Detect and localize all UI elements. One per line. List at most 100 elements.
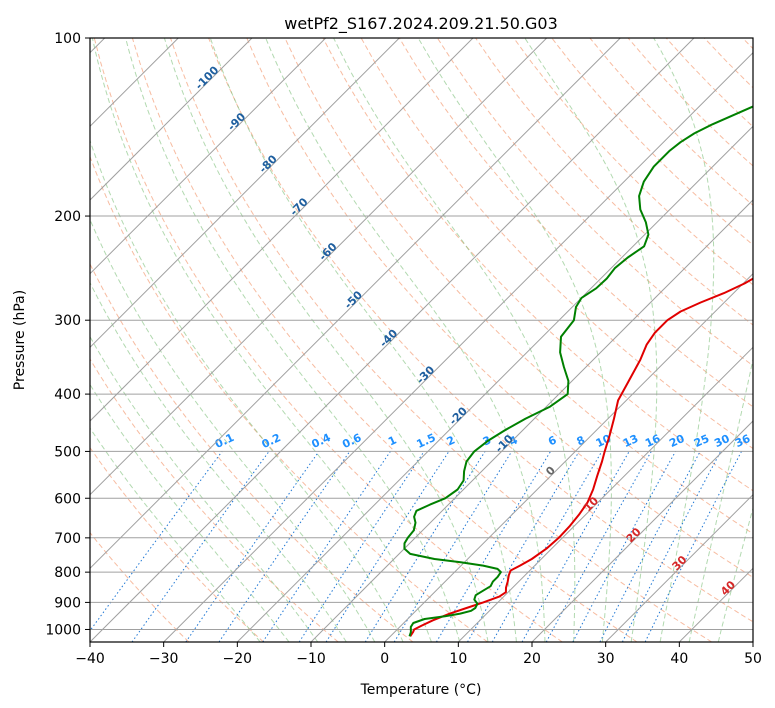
moist-adiabat bbox=[688, 356, 753, 642]
moist-adiabat bbox=[90, 281, 347, 642]
mixing-ratio-line bbox=[218, 451, 351, 642]
mixing-ratio-label: 16 bbox=[643, 432, 663, 450]
isotherm bbox=[90, 38, 621, 570]
mixing-ratio-label: 1 bbox=[386, 434, 398, 449]
mixing-ratio-label: 0.4 bbox=[310, 431, 333, 451]
moist-adiabats bbox=[90, 38, 753, 642]
mixing-ratio-line bbox=[393, 451, 513, 642]
dry-adiabat bbox=[322, 38, 753, 492]
mixing-ratio-line bbox=[185, 451, 320, 642]
x-tick-label: −20 bbox=[223, 651, 253, 667]
mixing-ratio-label: 30 bbox=[712, 432, 732, 450]
x-tick-label: 30 bbox=[597, 651, 615, 667]
y-tick-label: 100 bbox=[54, 31, 81, 47]
x-tick-label: −30 bbox=[149, 651, 179, 667]
moist-adiabat bbox=[417, 38, 612, 642]
mixing-ratio-label: 0.2 bbox=[260, 431, 283, 451]
mixing-ratio-line bbox=[545, 451, 652, 642]
x-tick-label: 50 bbox=[744, 651, 762, 667]
moist-adiabat bbox=[163, 38, 489, 642]
moist-adiabat bbox=[717, 506, 753, 642]
dry-adiabat bbox=[90, 531, 190, 642]
isotherm bbox=[236, 125, 753, 642]
dry-adiabat bbox=[90, 358, 339, 642]
mixing-ratio-label: 20 bbox=[667, 432, 687, 450]
isotherm bbox=[457, 346, 753, 642]
isotherm-label: 30 bbox=[670, 553, 690, 573]
mixing-ratio-label: 2 bbox=[445, 434, 457, 449]
y-tick-label: 800 bbox=[54, 565, 81, 581]
isotherm-label: 20 bbox=[624, 525, 644, 545]
isotherm-label: -70 bbox=[287, 195, 310, 218]
moist-adiabat bbox=[524, 38, 658, 642]
dry-adiabat bbox=[513, 38, 753, 286]
mixing-ratio-line bbox=[644, 451, 742, 642]
plot-frame bbox=[89, 37, 754, 643]
mixing-ratio-line bbox=[325, 451, 450, 642]
dry-adiabat bbox=[131, 38, 638, 642]
mixing-ratio-line bbox=[572, 451, 676, 642]
dry-adiabat bbox=[90, 262, 414, 642]
dry-adiabat bbox=[284, 38, 753, 535]
temperature-line bbox=[409, 277, 753, 637]
x-tick-label: 10 bbox=[449, 651, 467, 667]
x-axis-ticks: −40 −30 −20 −10 0 10 20 30 40 50 bbox=[75, 642, 762, 667]
x-axis-label: Temperature (°C) bbox=[360, 682, 482, 698]
y-tick-label: 400 bbox=[54, 387, 81, 403]
moist-adiabat bbox=[90, 383, 290, 642]
mixing-ratio-line bbox=[521, 451, 630, 642]
mixing-ratio-label: 13 bbox=[621, 432, 640, 450]
moist-adiabat bbox=[90, 427, 261, 642]
isotherm-label: -100 bbox=[193, 63, 222, 92]
isotherm-label: 40 bbox=[718, 578, 738, 598]
x-tick-label: 0 bbox=[380, 651, 389, 667]
isotherm bbox=[90, 38, 253, 201]
isotherm-label: -50 bbox=[342, 288, 365, 311]
dry-adiabat bbox=[90, 155, 488, 642]
dry-adiabat bbox=[436, 38, 753, 367]
y-tick-label: 600 bbox=[54, 491, 81, 507]
dry-adiabat bbox=[360, 38, 753, 450]
isotherm bbox=[90, 38, 548, 496]
y-axis-ticks: 100 200 300 400 500 600 700 800 900 1000 bbox=[45, 31, 90, 638]
isotherm-label: -80 bbox=[257, 152, 280, 175]
dry-adiabat bbox=[170, 38, 712, 642]
skewed-isotherms bbox=[90, 38, 753, 642]
chart-title: wetPf2_S167.2024.209.21.50.G03 bbox=[284, 14, 558, 34]
dry-adiabat bbox=[246, 38, 753, 578]
moist-adiabat bbox=[209, 38, 517, 642]
mixing-ratio-line bbox=[262, 451, 391, 642]
dry-adiabat bbox=[208, 38, 753, 623]
dry-adiabat bbox=[742, 38, 753, 50]
isotherm bbox=[384, 272, 753, 642]
y-tick-label: 500 bbox=[54, 444, 81, 460]
y-tick-label: 300 bbox=[54, 313, 81, 329]
y-tick-label: 700 bbox=[54, 531, 81, 547]
dry-adiabat bbox=[551, 38, 753, 246]
y-tick-label: 200 bbox=[54, 209, 81, 225]
isotherm-label: -30 bbox=[414, 363, 437, 386]
isotherm-label: -90 bbox=[225, 110, 248, 133]
moist-adiabat bbox=[90, 218, 376, 642]
isotherm bbox=[531, 420, 753, 642]
isotherm-label: 10 bbox=[581, 494, 601, 514]
moist-adiabat bbox=[125, 38, 461, 642]
x-tick-label: 40 bbox=[670, 651, 688, 667]
isotherm bbox=[90, 38, 400, 349]
x-tick-label: 20 bbox=[523, 651, 541, 667]
mixing-ratio-label: 25 bbox=[692, 432, 711, 450]
series-lines bbox=[403, 105, 753, 637]
moist-adiabat bbox=[653, 38, 715, 642]
moist-adiabat bbox=[265, 38, 546, 642]
dry-adiabat bbox=[93, 38, 563, 642]
mixing-ratio-line bbox=[90, 451, 223, 632]
dry-adiabat bbox=[475, 38, 753, 326]
isotherm bbox=[90, 38, 327, 275]
moist-adiabat bbox=[90, 335, 319, 642]
dry-adiabat bbox=[703, 38, 753, 89]
dry-adiabat bbox=[665, 38, 753, 128]
dry-adiabat bbox=[589, 38, 753, 206]
isotherm-label: -20 bbox=[447, 404, 470, 427]
dry-adiabat bbox=[90, 446, 264, 642]
